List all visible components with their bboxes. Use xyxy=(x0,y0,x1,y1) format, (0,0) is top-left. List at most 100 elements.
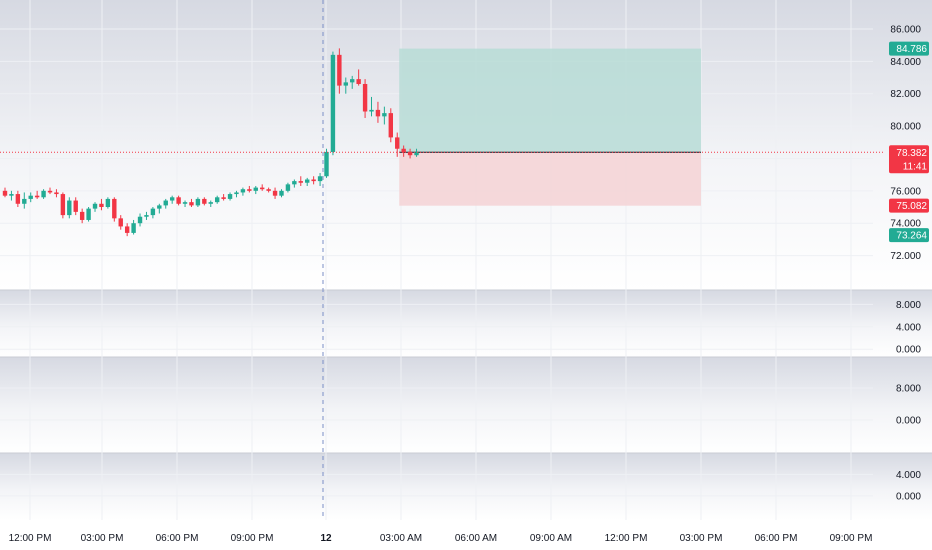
candle-body xyxy=(150,208,156,216)
candle-body xyxy=(279,190,284,196)
candle-body xyxy=(305,179,310,183)
long-position-tool[interactable] xyxy=(399,48,701,206)
sub-pane-axis-label: 8.000 xyxy=(896,300,921,311)
candle-body xyxy=(253,187,258,191)
candle-body xyxy=(311,179,316,182)
price-axis-label: 82.000 xyxy=(890,89,921,100)
candle-body xyxy=(317,176,323,182)
sub-pane-axis-label: 0.000 xyxy=(896,491,921,502)
time-axis-label: 12:00 PM xyxy=(9,533,52,544)
candle-body xyxy=(337,54,342,86)
candle-body xyxy=(382,113,387,117)
price-axis-label: 86.000 xyxy=(890,24,921,35)
candle-body xyxy=(330,54,336,152)
candle-body xyxy=(208,202,213,204)
candle-body xyxy=(202,198,207,204)
time-axis-label: 09:00 PM xyxy=(830,533,873,544)
candle-body xyxy=(105,198,111,208)
candle-body xyxy=(118,218,123,227)
time-axis-label: 03:00 AM xyxy=(380,533,422,544)
candle-body xyxy=(375,109,381,117)
price-axis-label: 80.000 xyxy=(890,122,921,133)
candle-body xyxy=(99,203,104,208)
time-axis-label: 09:00 PM xyxy=(231,533,274,544)
sub-pane-axis-label: 0.000 xyxy=(896,416,921,427)
price-tag-label: 84.786 xyxy=(896,44,927,55)
candle-body xyxy=(34,195,40,198)
candle-body xyxy=(112,198,117,219)
time-axis-label: 09:00 AM xyxy=(530,533,572,544)
candle-body xyxy=(247,189,252,191)
candle-body xyxy=(388,113,393,138)
candle-body xyxy=(362,83,368,112)
candle-body xyxy=(401,148,406,152)
candle-body xyxy=(41,190,46,198)
time-axis-label: 06:00 AM xyxy=(455,533,497,544)
candle-body xyxy=(407,151,413,156)
candle-body xyxy=(86,208,91,220)
candle-body xyxy=(144,215,149,217)
candle-body xyxy=(169,197,175,201)
price-tags: 84.786 78.382 11:41 75.082 73.264 xyxy=(889,41,929,243)
sub-pane-1-background xyxy=(0,290,932,357)
candle-body xyxy=(176,197,181,204)
candle-body xyxy=(414,152,419,156)
candle-body xyxy=(214,197,220,203)
price-axis-label: 72.000 xyxy=(890,251,921,262)
price-tag-label: 73.264 xyxy=(896,231,927,242)
candle-body xyxy=(298,181,303,183)
time-axis-label: 12:00 PM xyxy=(605,533,648,544)
candle-body xyxy=(227,194,233,199)
candle-body xyxy=(92,203,98,209)
candle-body xyxy=(356,79,361,84)
time-axis-label: 03:00 PM xyxy=(680,533,723,544)
candle-body xyxy=(395,137,400,149)
candle-body xyxy=(163,200,168,206)
price-tag-label: 78.382 xyxy=(896,148,927,159)
candle-body xyxy=(343,82,348,86)
candle-body xyxy=(240,189,246,193)
price-axis-label: 76.000 xyxy=(890,186,921,197)
sub-pane-axis-label: 4.000 xyxy=(896,470,921,481)
candle-body xyxy=(260,187,265,190)
candle-body xyxy=(292,181,297,185)
time-axis-label: 03:00 PM xyxy=(81,533,124,544)
price-tag-label: 75.082 xyxy=(896,201,927,212)
candle-body xyxy=(60,194,66,216)
candle-body xyxy=(131,223,136,233)
candle-body xyxy=(2,190,8,196)
candle-body xyxy=(79,211,85,220)
candle-body xyxy=(195,198,201,206)
candle-body xyxy=(285,184,291,191)
candle-body xyxy=(67,200,72,216)
sub-pane-axis-label: 4.000 xyxy=(896,322,921,333)
candle-body xyxy=(272,190,278,196)
price-tag xyxy=(889,228,929,243)
candle-body xyxy=(73,200,78,212)
price-axis-label: 84.000 xyxy=(890,57,921,68)
candle-body xyxy=(137,216,143,224)
sub-pane-axis-label: 8.000 xyxy=(896,384,921,395)
candle-body xyxy=(28,195,33,199)
candle-body xyxy=(182,202,188,204)
sub-pane-3-background xyxy=(0,453,932,520)
price-tag xyxy=(889,198,929,213)
time-axis-background xyxy=(0,520,932,550)
candle-body xyxy=(324,151,329,177)
time-axis-label: 06:00 PM xyxy=(156,533,199,544)
stop-zone xyxy=(399,152,701,206)
candle-body xyxy=(234,192,239,195)
candlestick-series xyxy=(2,48,419,237)
sub-pane-axis-label: 0.000 xyxy=(896,345,921,356)
time-axis-label: 12 xyxy=(320,533,332,544)
candle-body xyxy=(9,194,14,196)
sub-pane-2-background xyxy=(0,357,932,453)
time-axis[interactable]: 12:00 PM 03:00 PM 06:00 PM 09:00 PM 12 03:00 … xyxy=(9,533,873,544)
price-tag xyxy=(889,41,929,56)
candle-body xyxy=(157,205,162,209)
target-zone xyxy=(399,48,701,153)
candle-body xyxy=(22,198,27,204)
candle-body xyxy=(124,226,130,233)
price-axis-label: 74.000 xyxy=(890,219,921,230)
